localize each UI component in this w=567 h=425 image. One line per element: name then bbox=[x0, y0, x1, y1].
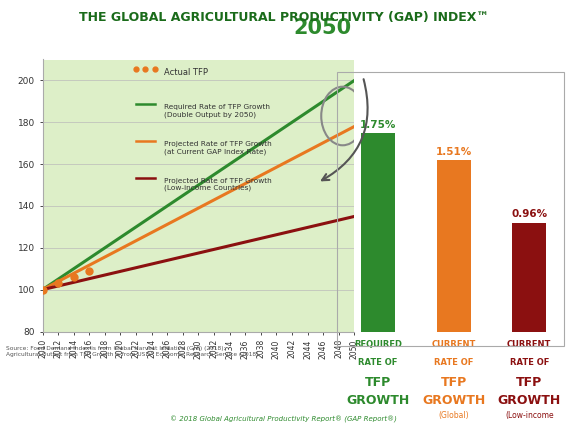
Text: RATE OF: RATE OF bbox=[358, 358, 397, 367]
Text: CURRENT: CURRENT bbox=[507, 340, 551, 349]
Text: TFP: TFP bbox=[365, 376, 391, 389]
Text: TFP: TFP bbox=[441, 376, 467, 389]
Text: Actual TFP: Actual TFP bbox=[164, 68, 208, 76]
Text: Required Rate of TFP Growth
(Double Output by 2050): Required Rate of TFP Growth (Double Outp… bbox=[164, 105, 270, 118]
Text: GROWTH: GROWTH bbox=[422, 394, 485, 407]
Text: THE GLOBAL AGRICULTURAL PRODUCTIVITY (GAP) INDEX™: THE GLOBAL AGRICULTURAL PRODUCTIVITY (GA… bbox=[79, 11, 488, 24]
Text: GROWTH: GROWTH bbox=[498, 394, 561, 407]
Text: Projected Rate of TFP Growth
(at Current GAP Index Rate): Projected Rate of TFP Growth (at Current… bbox=[164, 141, 272, 155]
Bar bbox=[437, 160, 471, 332]
Text: © 2018 Global Agricultural Productivity Report® (GAP Report®): © 2018 Global Agricultural Productivity … bbox=[170, 416, 397, 423]
Text: Projected Rate of TFP Growth
(Low-income Countries): Projected Rate of TFP Growth (Low-income… bbox=[164, 178, 272, 191]
Text: (Global): (Global) bbox=[438, 411, 469, 420]
Text: 2050: 2050 bbox=[293, 18, 352, 38]
Text: GROWTH: GROWTH bbox=[346, 394, 409, 407]
Bar bbox=[512, 223, 546, 332]
Text: (Low-income: (Low-income bbox=[505, 411, 553, 420]
Text: RATE OF: RATE OF bbox=[434, 358, 473, 367]
Text: 1.75%: 1.75% bbox=[360, 120, 396, 130]
Text: Source: Food Demand Index is from Global Harvest Initiative (GHI) (2018);
Agricu: Source: Food Demand Index is from Global… bbox=[6, 346, 260, 357]
Text: 0.96%: 0.96% bbox=[511, 209, 547, 219]
Text: TFP: TFP bbox=[516, 376, 542, 389]
Text: REQUIRED: REQUIRED bbox=[354, 340, 402, 349]
Text: CURRENT: CURRENT bbox=[431, 340, 476, 349]
Bar bbox=[361, 133, 395, 332]
Text: 1.51%: 1.51% bbox=[435, 147, 472, 157]
Text: RATE OF: RATE OF bbox=[510, 358, 549, 367]
